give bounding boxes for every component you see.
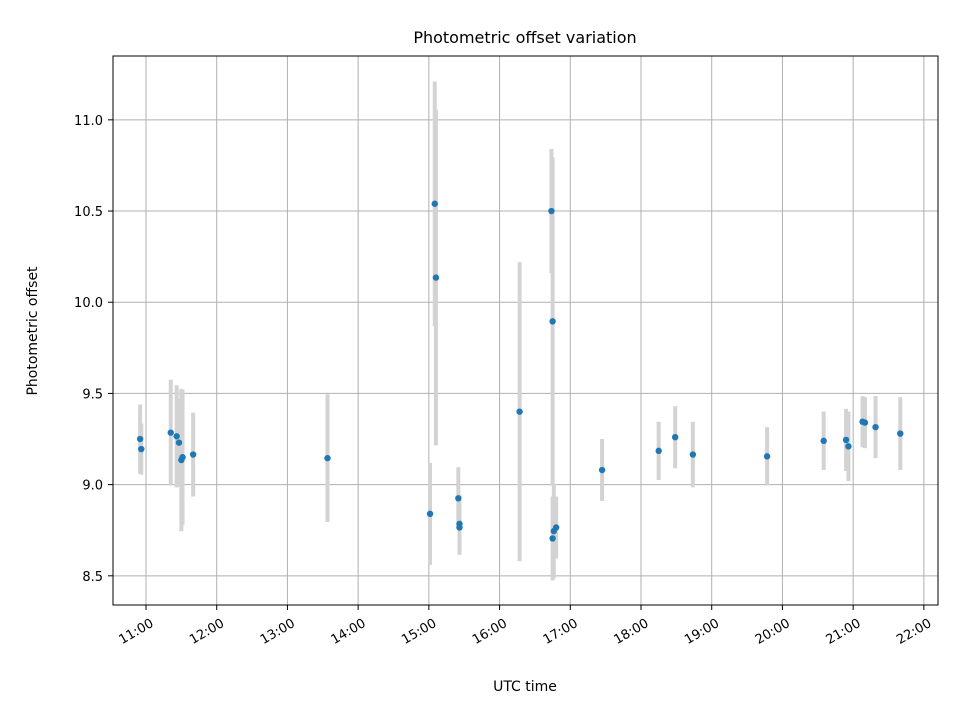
data-point [324, 454, 331, 462]
y-axis-label: Photometric offset [25, 266, 41, 396]
data-point [842, 436, 850, 444]
data-point [138, 445, 145, 453]
data-point [179, 454, 186, 461]
x-tick-label: 12:00 [187, 616, 227, 648]
chart-title: Photometric offset variation [413, 28, 636, 47]
data-point [689, 451, 697, 458]
data-point [845, 443, 852, 450]
data-point [655, 447, 662, 455]
data-point [872, 423, 879, 431]
data-point [820, 437, 827, 445]
x-tick-label: 16:00 [470, 616, 510, 648]
x-tick-label: 20:00 [753, 616, 793, 648]
data-point [598, 466, 606, 474]
y-tick-label: 8.5 [82, 570, 103, 585]
data-point [549, 318, 556, 325]
data-point [671, 433, 679, 441]
data-point [456, 524, 463, 531]
y-tick-label: 10.5 [74, 205, 103, 220]
y-tick-label: 10.0 [74, 296, 103, 311]
x-tick-label: 17:00 [541, 616, 581, 648]
x-tick-label: 11:00 [116, 616, 156, 648]
data-point [173, 433, 180, 440]
y-tick-label: 11.0 [74, 114, 103, 129]
y-tick-label: 9.5 [82, 387, 103, 402]
y-axis-ticks: 8.5 9.0 9.5 10.0 10.5 11.0 [74, 114, 113, 585]
x-tick-label: 18:00 [611, 616, 651, 648]
data-points [136, 200, 904, 542]
plot-frame [112, 55, 939, 606]
data-point [175, 439, 183, 446]
data-point [516, 408, 523, 415]
data-point [548, 207, 555, 215]
data-point [431, 200, 438, 207]
x-tick-label: 13:00 [258, 616, 298, 648]
x-tick-label: 15:00 [399, 616, 439, 648]
y-tick-label: 9.0 [82, 479, 103, 494]
data-point [897, 430, 904, 437]
data-point [426, 510, 434, 518]
data-point [455, 495, 462, 502]
data-point [549, 535, 556, 542]
data-point [167, 429, 174, 436]
data-point [136, 435, 144, 443]
x-axis-ticks: 11:00 12:00 13:00 14:00 15:00 16:00 17:00 18:00… [116, 605, 934, 648]
x-tick-label: 22:00 [894, 616, 934, 648]
x-tick-label: 14:00 [329, 616, 369, 648]
x-tick-label: 19:00 [682, 616, 722, 648]
data-point [552, 524, 560, 531]
x-tick-label: 21:00 [824, 616, 864, 648]
data-point [432, 274, 440, 281]
grid [113, 56, 938, 605]
x-axis-label: UTC time [493, 679, 557, 695]
data-point [763, 453, 771, 460]
error-bars [138, 81, 903, 581]
data-point [189, 451, 197, 458]
data-point [861, 419, 869, 426]
